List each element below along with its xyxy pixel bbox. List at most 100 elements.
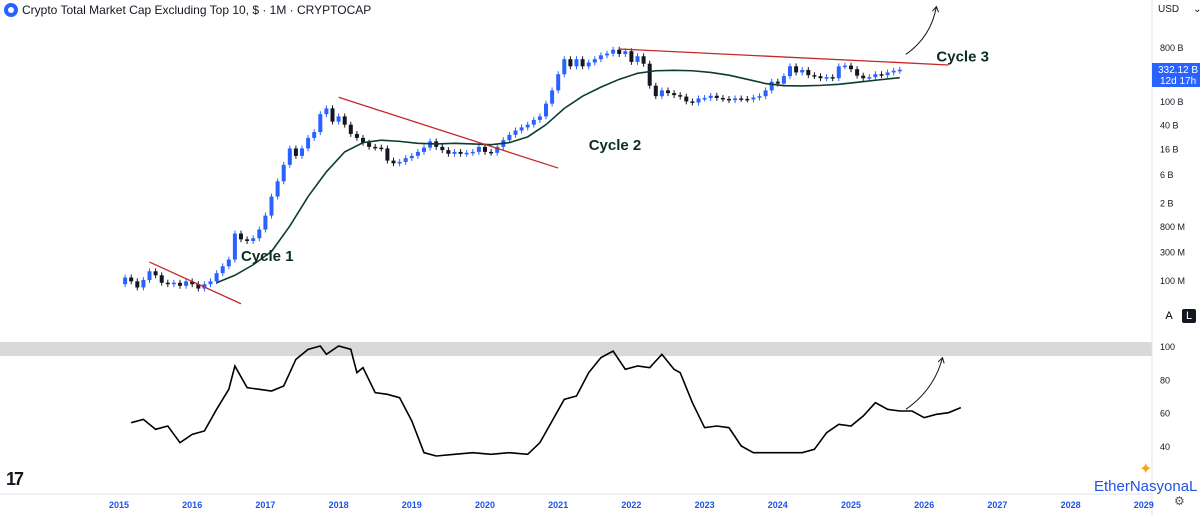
cryptocap-logo-icon	[4, 3, 18, 17]
candle-body	[836, 66, 841, 79]
candle-body	[300, 148, 304, 156]
candle-body	[708, 95, 713, 98]
candle-body	[653, 85, 658, 97]
candle-body	[592, 59, 597, 63]
candle-body	[568, 59, 573, 67]
candle-body	[403, 158, 408, 162]
candle-body	[751, 97, 756, 100]
moving-average-line	[216, 69, 900, 284]
chevron-down-icon: ⌄	[1193, 4, 1200, 15]
currency-label: USD	[1158, 4, 1180, 15]
chart-title[interactable]: Crypto Total Market Cap Excluding Top 10…	[22, 3, 372, 17]
y-tick-label: 800 B	[1160, 43, 1184, 53]
candle-body	[458, 151, 463, 154]
candle-body	[379, 147, 384, 150]
candle-body	[897, 69, 902, 72]
candle-body	[165, 282, 170, 285]
log-scale-button[interactable]: L	[1182, 309, 1196, 323]
candle-body	[678, 95, 683, 97]
candle-body	[611, 49, 616, 54]
candle-body	[495, 146, 500, 153]
candle-body	[342, 116, 347, 125]
candle-body	[757, 96, 762, 98]
candle-body	[153, 271, 158, 276]
candle-body	[812, 75, 817, 77]
annotations-group: Cycle 1 Cycle 2 Cycle 3	[241, 48, 989, 264]
candle-body	[733, 98, 738, 101]
candle-body	[391, 160, 396, 164]
oscillator-projection-arrow-head	[937, 356, 945, 364]
candle-body	[184, 281, 189, 286]
candle-body	[220, 266, 225, 274]
gear-icon[interactable]: ⚙	[1174, 494, 1185, 508]
candle-body	[415, 151, 420, 156]
x-tick-label: 2015	[109, 500, 129, 510]
candle-body	[855, 69, 860, 76]
candle-body	[452, 151, 457, 154]
candle-body	[818, 76, 823, 79]
candle-body	[190, 281, 195, 285]
candle-body	[714, 95, 719, 98]
trend-line	[149, 261, 242, 305]
candle-body	[476, 146, 481, 152]
candle-body	[263, 215, 268, 230]
candle-body	[232, 233, 237, 260]
candle-body	[178, 282, 182, 286]
candle-body	[293, 148, 298, 156]
candle-body	[544, 103, 548, 117]
y-tick-label: 100 B	[1160, 97, 1184, 107]
x-tick-label: 2021	[548, 500, 568, 510]
candle-body	[312, 132, 317, 138]
candle-body	[519, 127, 524, 131]
candle-body	[727, 98, 731, 101]
candle-body	[861, 75, 866, 79]
price-label-box	[1152, 63, 1200, 87]
candle-body	[562, 59, 567, 75]
auto-scale-button[interactable]: A	[1165, 310, 1173, 322]
candle-body	[354, 133, 359, 138]
y-tick-label: 2 B	[1160, 198, 1174, 208]
candle-body	[269, 196, 274, 216]
candle-body	[806, 69, 811, 76]
candle-body	[739, 98, 744, 100]
candle-body	[141, 280, 146, 288]
candle-body	[318, 114, 323, 133]
candle-body	[623, 51, 628, 55]
candle-body	[781, 76, 786, 84]
x-tick-label: 2022	[621, 500, 641, 510]
candle-body	[647, 63, 652, 86]
candle-body	[574, 59, 579, 67]
x-tick-label: 2020	[475, 500, 495, 510]
cycle-annotation: Cycle 1	[241, 248, 294, 265]
candle-body	[214, 273, 219, 282]
candle-body	[842, 65, 847, 68]
candle-body	[867, 77, 872, 79]
candle-body	[330, 108, 335, 122]
oscillator-tick-label: 100	[1160, 342, 1175, 352]
watermark-handle: EtherNasyonaL	[1094, 478, 1198, 495]
candle-body	[159, 275, 164, 283]
candle-body	[306, 137, 311, 149]
x-tick-label: 2029	[1134, 500, 1154, 510]
candle-body	[409, 155, 414, 159]
oscillator-line	[130, 345, 962, 457]
candle-body	[367, 142, 372, 147]
candle-body	[257, 229, 262, 239]
currency-selector[interactable]: USD ⌄	[1158, 4, 1200, 15]
x-tick-label: 2027	[987, 500, 1007, 510]
tradingview-logo[interactable]: 17	[6, 469, 24, 489]
candle-body	[440, 146, 445, 151]
candle-body	[873, 74, 878, 78]
oscillator-tick-label: 40	[1160, 442, 1170, 452]
candle-body	[556, 74, 561, 91]
candle-body	[385, 148, 390, 161]
candle-body	[135, 281, 140, 288]
y-tick-label: 300 M	[1160, 248, 1185, 258]
candle-body	[702, 97, 707, 100]
candle-body	[336, 116, 341, 122]
x-tick-label: 2018	[329, 500, 349, 510]
y-tick-label: 40 B	[1160, 121, 1179, 131]
candle-body	[617, 49, 622, 55]
candle-body	[666, 90, 670, 94]
